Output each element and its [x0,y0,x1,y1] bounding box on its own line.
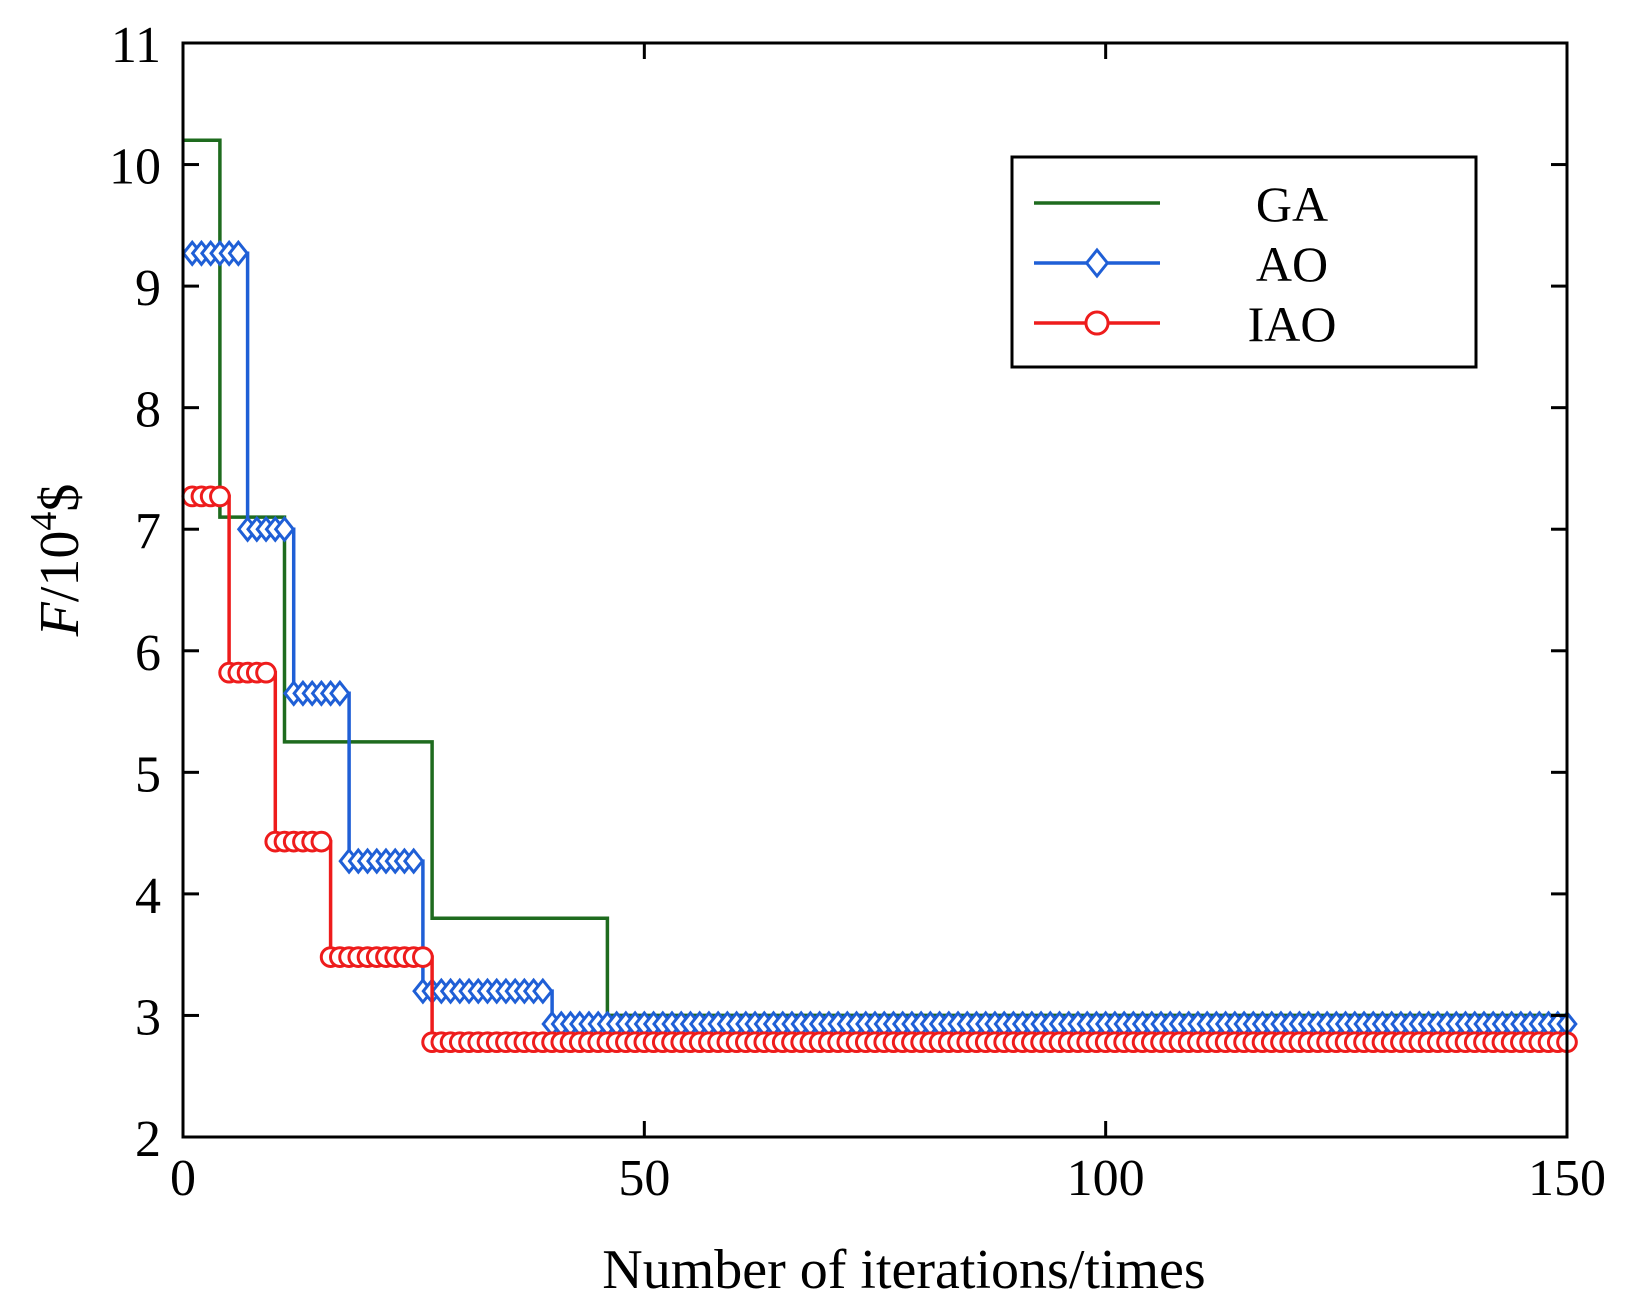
data-point-ao [402,847,425,875]
axes-layer: 2 3 4 5 6 7 8 9 10 11 0 50 100 150 [109,17,1606,1207]
data-point-iao [209,485,231,508]
data-point-ao [227,239,250,267]
x-tick-label: 0 [170,1150,196,1207]
y-axis-label-symbol: F [29,601,91,637]
series-layer [181,138,1578,1054]
y-tick-label: 2 [135,1111,161,1168]
y-tick-label: 5 [135,746,161,803]
data-point-iao [310,830,333,853]
y-axis-label-currency: $ [29,484,91,512]
data-point-ao [532,977,554,1005]
legend-label: GA [1256,176,1328,232]
y-tick-label: 7 [135,503,161,560]
y-tick-label: 6 [135,625,161,682]
x-tick-label: 100 [1067,1150,1145,1207]
series-iao [181,485,1578,1054]
x-axis-label: Number of iterations/times [602,1239,1205,1301]
y-tick-label: 9 [135,260,161,317]
x-tick-label: 50 [618,1150,670,1207]
legend-item-iao: IAO [1034,296,1336,352]
legend-marker [1084,247,1110,279]
y-tick-label: 11 [111,17,161,74]
data-point-ao [273,515,296,543]
y-tick-label: 8 [135,382,161,439]
series-ga [183,138,1567,1018]
y-tick-label: 10 [109,139,161,196]
y-tick-label: 4 [135,868,161,925]
legend-item-ga: GA [1034,176,1328,232]
y-axis-label: F/104$ [23,484,91,638]
data-point-iao [412,946,434,968]
legend-label: AO [1256,236,1328,292]
legend-label: IAO [1248,296,1337,352]
legend-marker [1084,310,1110,336]
y-axis-label-unit: /10 [29,531,91,603]
data-point-ao [329,679,351,707]
y-tick-label: 3 [135,989,161,1046]
series-line-ga [183,138,1567,1018]
legend-item-ao: AO [1034,236,1328,292]
y-axis-label-exponent: 4 [23,512,65,531]
data-point-iao [255,661,277,684]
plot-frame [181,41,1569,1139]
x-tick-label: 150 [1528,1150,1606,1207]
series-line-ao [192,251,1567,1026]
